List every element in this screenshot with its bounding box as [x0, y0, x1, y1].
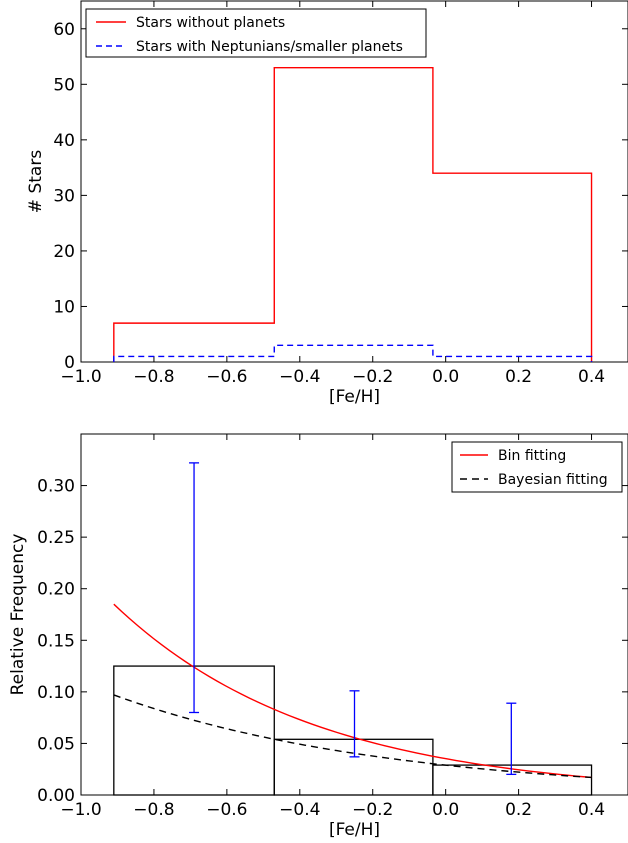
histogram-step-series-0 — [113, 66, 593, 362]
fit-curve-1 — [113, 694, 592, 779]
x-tick-label: −1.0 — [60, 800, 101, 820]
histogram-panel: −1.0 −0.8 −0.6 −0.4 −0.2 0.0 0.2 0.4 0 10 20 30 40 50… — [26, 0, 628, 407]
y-tick-label: 10 — [53, 297, 75, 317]
histogram-step-series-1 — [113, 344, 593, 362]
y-tick-label: 30 — [53, 186, 75, 206]
x-tick-label: −0.4 — [279, 800, 320, 820]
legend: Stars without planets Stars with Neptunia… — [85, 8, 427, 58]
y-tick-label: 0.05 — [37, 734, 75, 754]
x-tick-label: −0.8 — [133, 367, 174, 387]
y-tick-label: 0.10 — [37, 683, 75, 703]
x-tick-label: −1.0 — [60, 367, 101, 387]
y-tick-label: 20 — [53, 242, 75, 262]
y-axis-label: # Stars — [26, 150, 46, 214]
y-tick-label: 40 — [53, 131, 75, 151]
y-tick-label: 50 — [53, 75, 75, 95]
x-tick-label: 0.0 — [432, 800, 459, 820]
legend-label-0: Bin fitting — [498, 448, 566, 464]
legend-label-1: Bayesian fitting — [498, 472, 608, 488]
x-tick-label: 0.2 — [505, 800, 532, 820]
legend-label-0: Stars without planets — [136, 15, 285, 31]
y-tick-label: 0.15 — [37, 631, 75, 651]
legend: Bin fitting Bayesian fitting — [451, 441, 623, 493]
y-tick-label: 0 — [64, 353, 75, 373]
x-tick-label: 0.4 — [578, 367, 605, 387]
legend-box — [85, 8, 427, 58]
y-tick-label: 60 — [53, 20, 75, 40]
x-tick-label: 0.4 — [578, 800, 605, 820]
x-tick-label: −0.6 — [206, 800, 247, 820]
x-axis-label: [Fe/H] — [329, 820, 380, 840]
y-axis-label: Relative Frequency — [8, 534, 28, 696]
x-axis-label: [Fe/H] — [329, 387, 380, 407]
x-tick-label: −0.4 — [279, 367, 320, 387]
x-tick-label: 0.0 — [432, 367, 459, 387]
y-tick-label: 0.30 — [37, 477, 75, 497]
frequency-bar — [273, 738, 434, 796]
y-tick-label: 0.20 — [37, 580, 75, 600]
legend-box — [451, 441, 623, 493]
frequency-bar — [432, 764, 593, 796]
x-tick-label: −0.2 — [352, 367, 393, 387]
x-tick-label: −0.8 — [133, 800, 174, 820]
plot-frame — [80, 0, 628, 363]
x-tick-label: −0.2 — [352, 800, 393, 820]
y-tick-label: 0.00 — [37, 786, 75, 806]
y-tick-label: 0.25 — [37, 528, 75, 548]
relative-frequency-panel: −1.0 −0.8 −0.6 −0.4 −0.2 0.0 0.2 0.4 0.00 0.05 0.1… — [8, 433, 628, 840]
x-tick-label: 0.2 — [505, 367, 532, 387]
x-tick-label: −0.6 — [206, 367, 247, 387]
legend-label-1: Stars with Neptunians/smaller planets — [136, 39, 403, 55]
